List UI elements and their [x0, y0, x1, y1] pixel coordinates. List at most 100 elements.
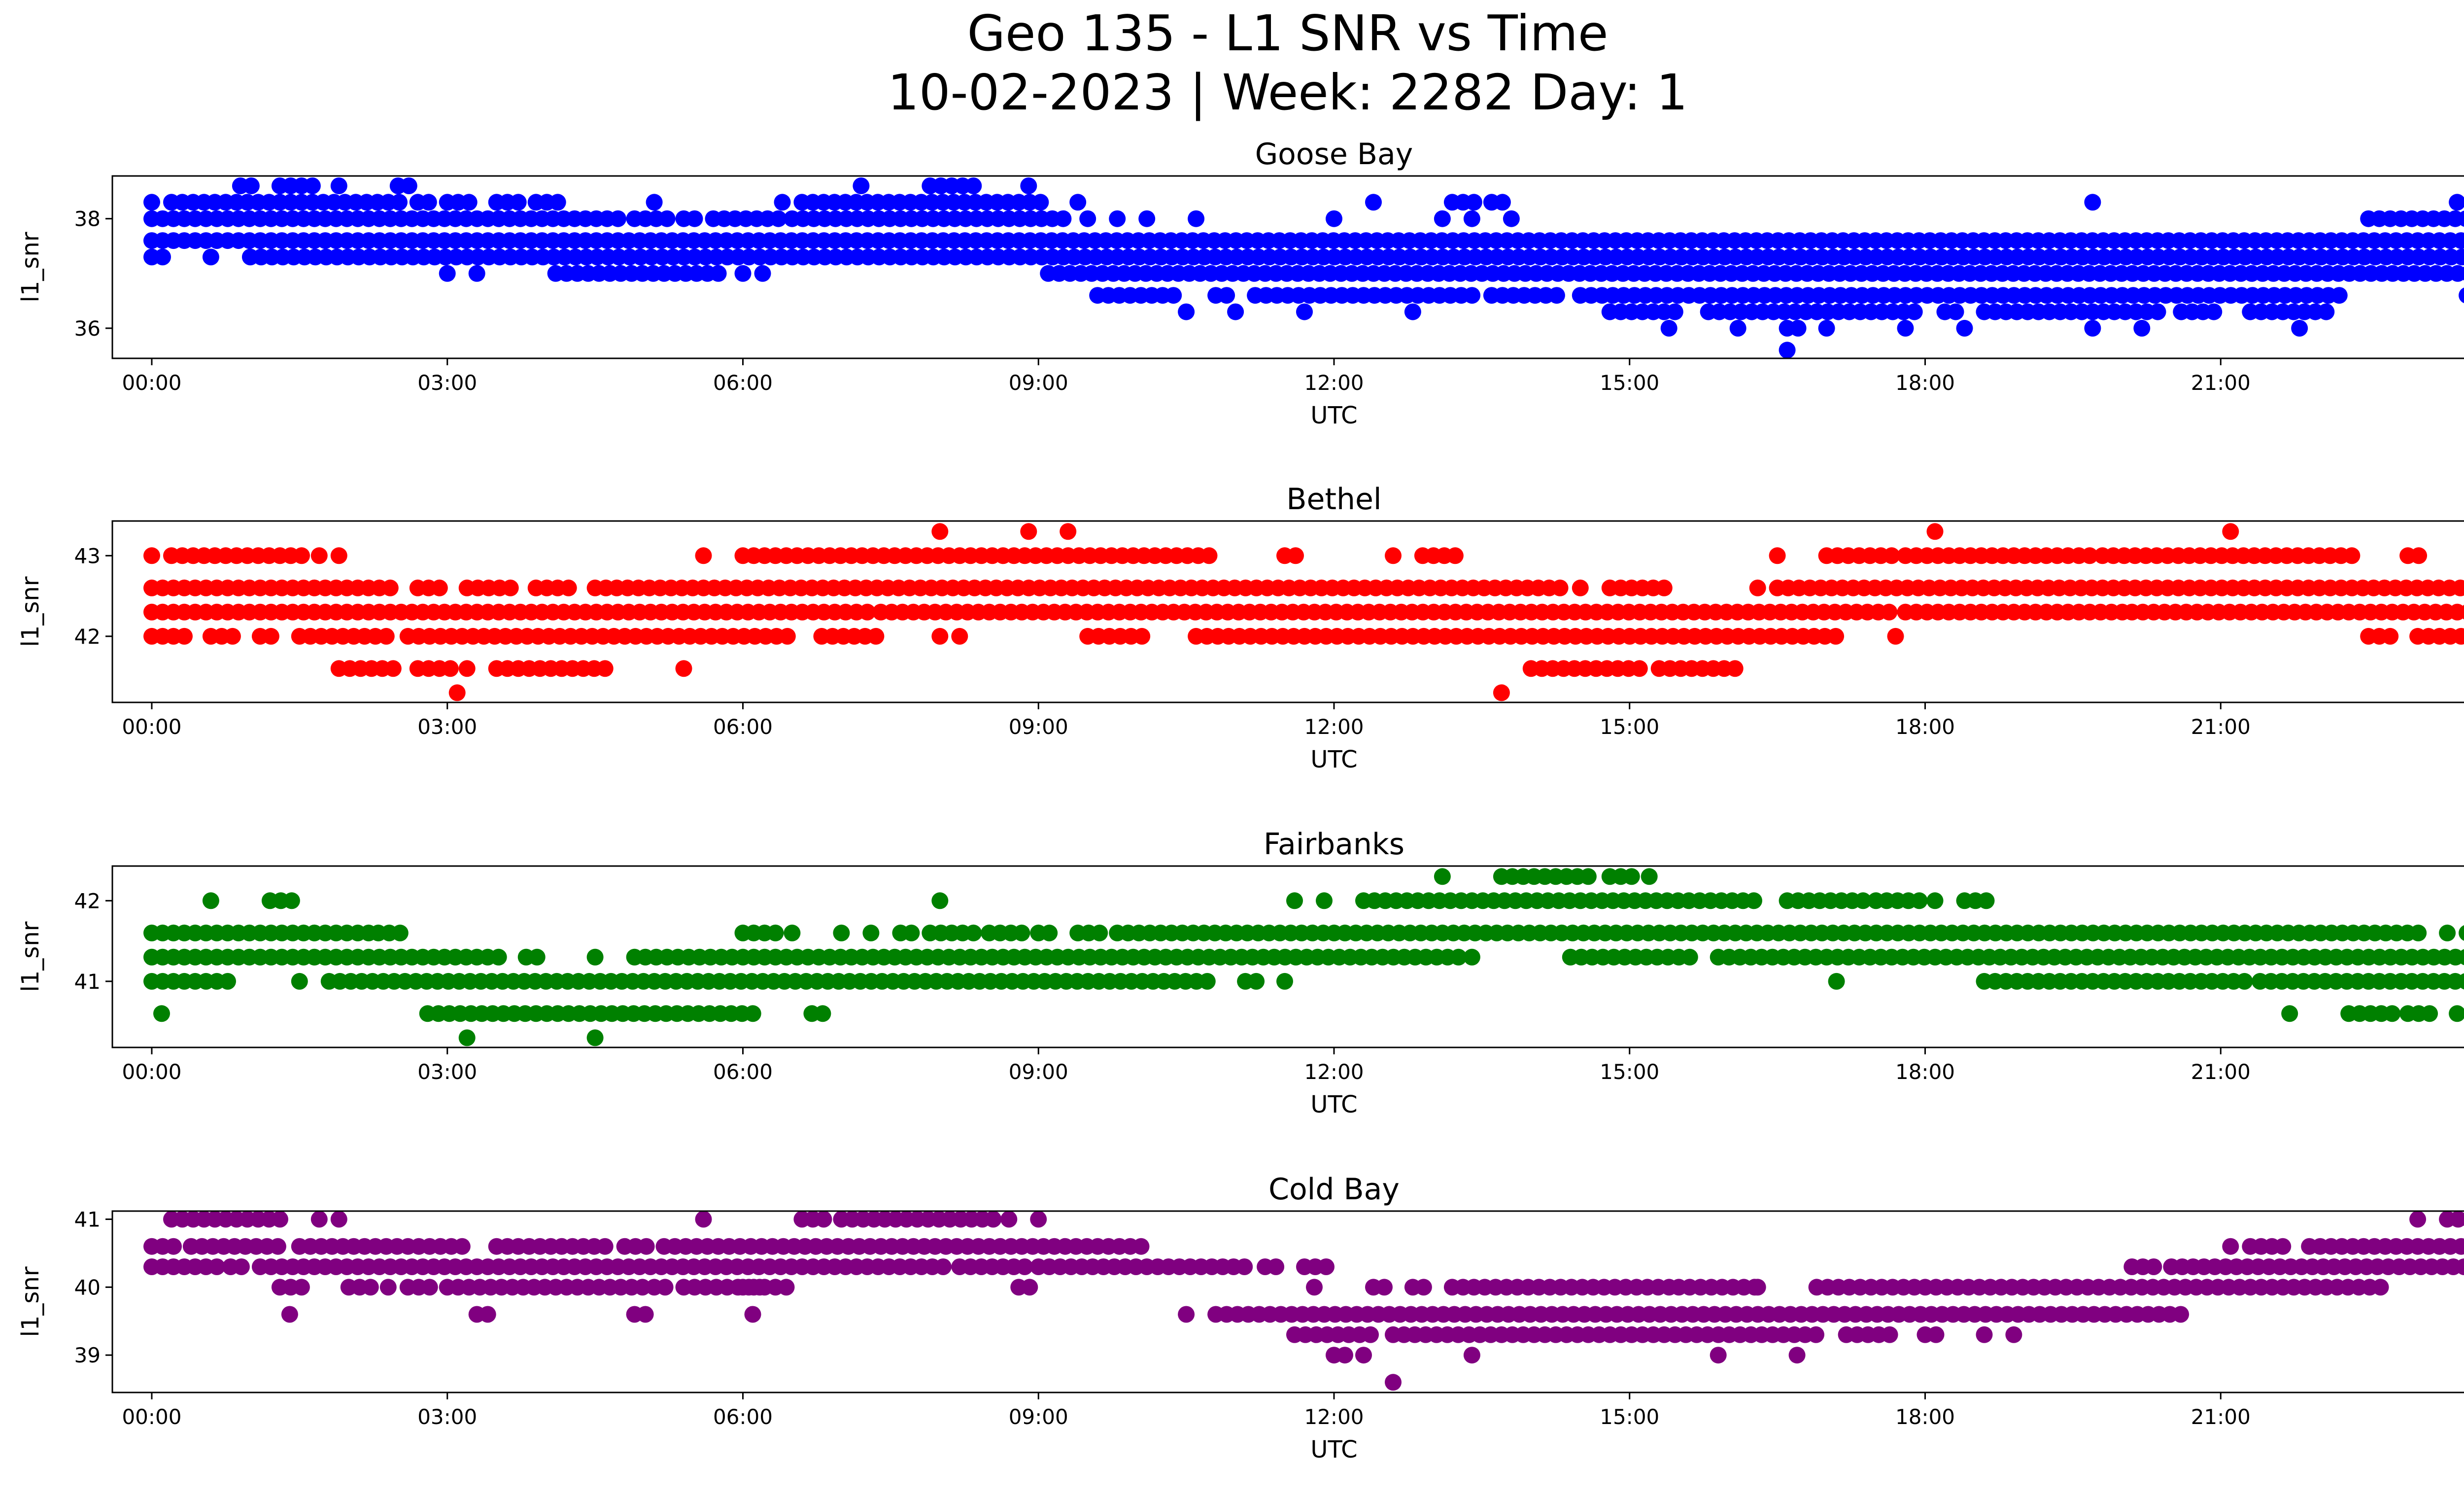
data-point: [1355, 1347, 1372, 1364]
x-tick-label: 06:00: [713, 715, 773, 739]
data-point: [281, 1306, 298, 1323]
data-point: [293, 1279, 310, 1296]
data-point: [242, 177, 260, 194]
data-point: [1069, 194, 1087, 211]
x-tick-label: 18:00: [1895, 371, 1955, 395]
data-point: [1927, 1326, 1945, 1343]
data-point: [951, 627, 968, 645]
panel-fairbanks: Fairbanks 00:00 03:00 06:00 09:00 12:00 15:00 1…: [17, 827, 2464, 1118]
data-point: [1138, 210, 1156, 227]
data-point: [1318, 1258, 1335, 1275]
data-point: [2222, 1238, 2239, 1255]
data-point: [2460, 604, 2464, 620]
data-point: [1248, 973, 1265, 990]
data-point: [362, 1279, 379, 1296]
data-point: [1463, 210, 1480, 227]
data-point: [1551, 579, 1569, 596]
x-tick-label: 21:00: [2191, 371, 2251, 395]
data-point: [658, 210, 676, 227]
data-point: [2410, 547, 2428, 564]
y-axis-label: l1_snr: [17, 232, 44, 302]
data-point: [2281, 1005, 2298, 1022]
data-point: [1726, 660, 1744, 677]
data-point: [1060, 523, 1077, 540]
y-tick-label: 36: [74, 316, 101, 341]
data-point: [219, 973, 236, 990]
data-point: [460, 194, 478, 211]
data-point: [1188, 210, 1205, 227]
figure-title-line1: Geo 135 - L1 SNR vs Time: [967, 4, 1608, 62]
data-point: [2463, 584, 2464, 592]
data-point: [2382, 627, 2399, 645]
data-point: [165, 1238, 182, 1255]
data-point: [965, 924, 982, 941]
data-point: [833, 924, 850, 941]
y-tick-label: 43: [74, 544, 101, 568]
data-point: [586, 1029, 604, 1046]
data-point: [1385, 1374, 1402, 1391]
data-point: [2421, 1005, 2438, 1022]
data-point: [330, 547, 347, 564]
data-point: [1926, 523, 1944, 540]
data-point: [1579, 868, 1597, 885]
data-point: [1267, 1258, 1285, 1275]
data-point: [1306, 1279, 1323, 1296]
data-point: [1749, 579, 1766, 596]
data-point: [1976, 1326, 1993, 1343]
data-point: [638, 1238, 655, 1255]
data-point: [1178, 303, 1195, 320]
data-point: [2291, 319, 2308, 337]
data-point: [291, 973, 308, 990]
x-tick-label: 03:00: [417, 371, 477, 395]
panel-title: Goose Bay: [1255, 137, 1413, 172]
x-tick-label: 21:00: [2191, 1405, 2251, 1429]
data-point: [853, 177, 870, 194]
data-point: [744, 1005, 761, 1022]
x-tick-label: 15:00: [1600, 715, 1659, 739]
data-point: [1818, 319, 1835, 337]
data-point: [1745, 892, 1762, 909]
data-point: [1198, 973, 1216, 990]
data-point: [931, 627, 949, 645]
x-axis-label: UTC: [1310, 1436, 1357, 1463]
data-point: [453, 1238, 471, 1255]
x-axis-label: UTC: [1310, 402, 1357, 429]
data-point: [293, 547, 310, 564]
data-point: [153, 1005, 170, 1022]
x-tick-label: 18:00: [1895, 1405, 1955, 1429]
y-tick-label: 42: [74, 889, 101, 913]
x-tick-label: 00:00: [122, 715, 181, 739]
data-point: [510, 194, 527, 211]
data-point: [646, 194, 663, 211]
data-point: [1021, 1279, 1038, 1296]
x-tick-label: 18:00: [1895, 1060, 1955, 1084]
data-point: [528, 948, 546, 966]
data-point: [479, 1306, 496, 1323]
data-point: [272, 1211, 288, 1228]
x-tick-label: 15:00: [1600, 371, 1659, 395]
data-point: [1548, 287, 1565, 304]
data-point: [2410, 924, 2427, 941]
data-point: [859, 603, 876, 621]
data-point: [2081, 547, 2098, 564]
data-point: [2274, 1238, 2292, 1255]
data-point: [1434, 868, 1451, 885]
data-point: [1681, 948, 1698, 966]
data-point: [1286, 892, 1303, 909]
data-point: [767, 924, 784, 941]
data-point: [1464, 287, 1481, 304]
data-point: [549, 194, 566, 211]
data-point: [1978, 892, 1995, 909]
data-point: [310, 1211, 328, 1228]
data-point: [985, 1211, 1002, 1228]
data-point: [778, 1279, 795, 1296]
data-point: [1276, 973, 1293, 990]
data-point: [310, 547, 328, 564]
data-point: [458, 1029, 476, 1046]
data-point: [2449, 194, 2464, 211]
data-point: [379, 1279, 397, 1296]
axes-frame: [111, 1210, 2464, 1393]
data-point: [1956, 319, 1973, 337]
data-point: [754, 265, 771, 282]
data-point: [2172, 1306, 2190, 1323]
